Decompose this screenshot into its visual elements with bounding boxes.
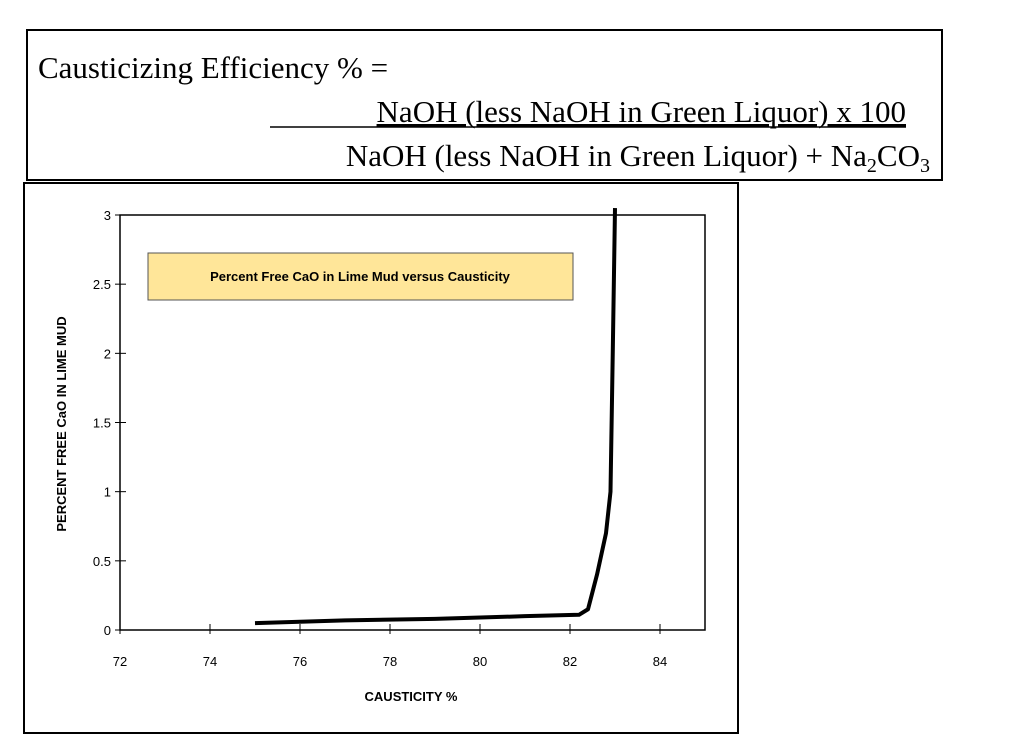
y-tick-label: 3 xyxy=(104,208,111,223)
data-line xyxy=(254,208,617,626)
x-tick-label: 76 xyxy=(293,654,307,669)
y-axis-label: PERCENT FREE CaO IN LIME MUD xyxy=(54,316,69,531)
x-axis-label: CAUSTICITY % xyxy=(365,689,458,704)
x-tick-label: 72 xyxy=(113,654,127,669)
y-tick-label: 1 xyxy=(104,485,111,500)
formula-denominator: NaOH (less NaOH in Green Liquor) + Na2CO… xyxy=(346,138,930,177)
subscript: 2 xyxy=(867,155,877,177)
y-tick-label: 0.5 xyxy=(93,554,111,569)
subscript: 3 xyxy=(920,155,930,177)
x-tick-label: 84 xyxy=(653,654,667,669)
formula-box xyxy=(26,29,943,181)
denominator-text: CO xyxy=(877,138,920,173)
denominator-text: NaOH (less NaOH in Green Liquor) + Na xyxy=(346,138,867,173)
chart-box xyxy=(23,182,739,734)
annotation-box xyxy=(147,252,574,301)
y-tick-label: 2 xyxy=(104,346,111,361)
x-tick-label: 80 xyxy=(473,654,487,669)
formula-numerator: NaOH (less NaOH in Green Liquor) x 100 xyxy=(377,94,906,129)
x-tick-label: 74 xyxy=(203,654,217,669)
y-tick-label: 0 xyxy=(104,623,111,638)
y-tick-label: 1.5 xyxy=(93,416,111,431)
x-tick-label: 78 xyxy=(383,654,397,669)
y-tick-label: 2.5 xyxy=(93,277,111,292)
x-tick-label: 82 xyxy=(563,654,577,669)
formula-title: Causticizing Efficiency % = xyxy=(38,50,388,85)
annotation: Percent Free CaO in Lime Mud versus Caus… xyxy=(210,269,511,284)
